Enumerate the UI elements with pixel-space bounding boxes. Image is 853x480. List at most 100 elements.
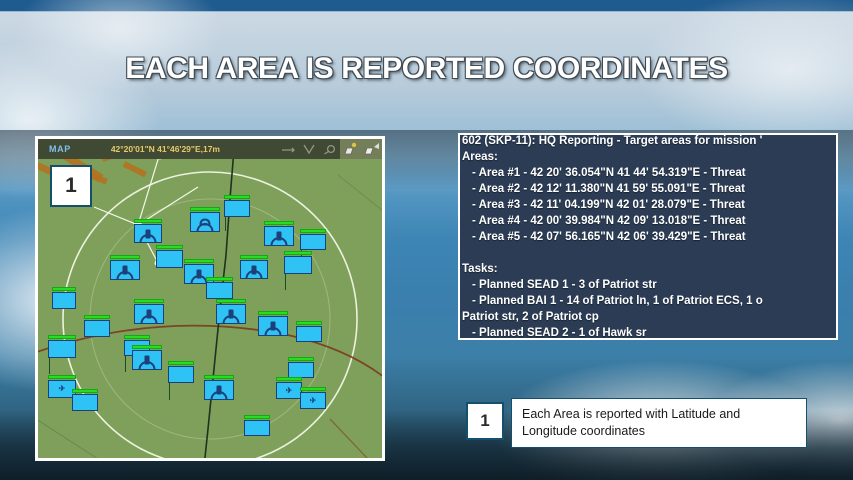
unit-health-bar [244, 415, 270, 419]
unit-icon-box [134, 224, 162, 243]
map-unit-marker[interactable] [264, 221, 294, 247]
sam-launcher-icon [228, 309, 234, 319]
unit-health-bar [240, 255, 268, 259]
unit-health-bar [124, 335, 150, 339]
sam-launcher-icon [270, 321, 276, 331]
map-unit-marker[interactable] [72, 389, 98, 412]
sam-launcher-icon [144, 355, 150, 365]
map-unit-marker[interactable] [134, 219, 162, 244]
report-line: 602 (SKP-11): HQ Reporting - Target area… [462, 135, 763, 147]
report-line: - Area #2 - 42 12' 11.380"N 41 59' 55.09… [472, 183, 745, 195]
map-unit-marker[interactable]: ✈ [48, 375, 76, 399]
unit-health-bar [296, 321, 322, 325]
sam-launcher-icon [251, 265, 257, 275]
report-line: - Planned SEAD 1 - 3 of Patriot str [472, 279, 657, 291]
ruler-icon[interactable] [277, 139, 298, 159]
map-terrain[interactable]: ✈ ✈ ✈ [38, 159, 382, 458]
map-unit-marker[interactable] [190, 207, 220, 233]
unit-health-bar [258, 311, 288, 315]
map-unit-marker[interactable] [134, 299, 164, 325]
unit-icon-box [296, 326, 322, 342]
report-line: - Area #5 - 42 07' 56.165"N 42 06' 39.42… [472, 231, 746, 243]
map-unit-marker[interactable] [48, 335, 76, 374]
unit-icon-box [52, 292, 76, 309]
satellite-dish-icon[interactable] [340, 139, 361, 159]
unit-health-bar [132, 345, 162, 349]
unit-health-bar [134, 299, 164, 303]
unit-icon-box [156, 250, 183, 268]
unit-health-bar [72, 389, 98, 393]
map-unit-marker[interactable] [204, 375, 234, 401]
unit-health-bar [288, 357, 314, 361]
unit-icon-box [134, 304, 164, 324]
unit-icon-box [72, 394, 98, 411]
unit-health-bar [216, 299, 246, 303]
unit-health-bar [110, 255, 140, 259]
report-line: Areas: [462, 151, 498, 163]
report-line: - Area #1 - 42 20' 36.054"N 41 44' 54.31… [472, 167, 746, 179]
sam-launcher-icon [276, 231, 282, 241]
map-window[interactable]: MAP 42°20'01"N 41°46'29"E,17m [35, 136, 385, 461]
map-unit-marker[interactable] [284, 251, 312, 290]
sam-arc-icon [264, 327, 282, 336]
map-unit-marker[interactable] [84, 315, 110, 338]
map-unit-marker[interactable] [288, 357, 314, 379]
map-unit-marker[interactable] [300, 229, 326, 265]
unit-health-bar [134, 219, 162, 223]
sam-arc-icon [138, 361, 156, 370]
radar-circle-icon[interactable] [319, 139, 340, 159]
aircraft-icon: ✈ [285, 385, 293, 395]
sam-launcher-icon [145, 229, 151, 239]
map-callout-badge-1: 1 [50, 165, 92, 207]
unit-pole [169, 383, 170, 400]
map-unit-marker[interactable]: ✈ [276, 377, 302, 400]
unit-icon-box [244, 420, 270, 436]
unit-icon-box [206, 282, 233, 299]
unit-health-bar [300, 229, 326, 233]
unit-icon-box [132, 350, 162, 370]
sam-launcher-icon [146, 309, 152, 319]
map-cursor-coordinates: 42°20'01"N 41°46'29"E,17m [110, 144, 220, 154]
unit-health-bar [206, 277, 233, 281]
map-unit-marker[interactable] [224, 195, 250, 231]
unit-pole [225, 217, 226, 231]
unit-icon-box [168, 366, 194, 383]
sam-arc-icon [245, 270, 263, 279]
sam-arc-icon [210, 391, 228, 400]
satellite-dish-alt-icon[interactable] [361, 139, 382, 159]
map-unit-marker[interactable] [52, 287, 76, 310]
report-line: - Planned SEAD 2 - 1 of Hawk sr [472, 327, 647, 339]
aircraft-icon: ✈ [58, 384, 66, 394]
unit-health-bar [190, 207, 220, 211]
report-line: - Area #3 - 42 11' 04.199"N 42 01' 28.07… [472, 199, 745, 211]
report-blank-line [462, 245, 836, 261]
unit-pole [125, 356, 126, 372]
route-icon[interactable] [298, 139, 319, 159]
map-unit-marker[interactable]: ✈ [300, 387, 326, 410]
unit-pole [49, 358, 50, 374]
hq-report-panel[interactable]: 602 (SKP-11): HQ Reporting - Target area… [458, 133, 838, 340]
sam-arc-icon [270, 237, 288, 246]
map-unit-marker[interactable] [206, 277, 233, 300]
unit-health-bar [276, 377, 302, 381]
map-unit-marker[interactable] [244, 415, 270, 437]
map-unit-marker[interactable] [258, 311, 288, 337]
map-unit-marker[interactable] [168, 361, 194, 400]
map-unit-marker[interactable] [240, 255, 268, 280]
unit-health-bar [48, 375, 76, 379]
unit-icon-box [264, 226, 294, 246]
map-unit-marker[interactable] [296, 321, 322, 343]
sam-arc-icon [139, 234, 157, 243]
unit-icon-box [258, 316, 288, 336]
unit-icon-box [240, 260, 268, 279]
unit-health-bar [84, 315, 110, 319]
aircraft-icon: ✈ [309, 395, 317, 405]
unit-icon-box [48, 340, 76, 358]
map-unit-marker[interactable] [156, 245, 183, 269]
map-unit-marker[interactable] [216, 299, 246, 325]
map-unit-marker[interactable] [132, 345, 162, 371]
unit-health-bar [168, 361, 194, 365]
map-unit-marker[interactable] [110, 255, 140, 281]
report-line: - Planned BAI 1 - 14 of Patriot ln, 1 of… [472, 295, 763, 307]
radar-arc-icon [196, 223, 214, 232]
